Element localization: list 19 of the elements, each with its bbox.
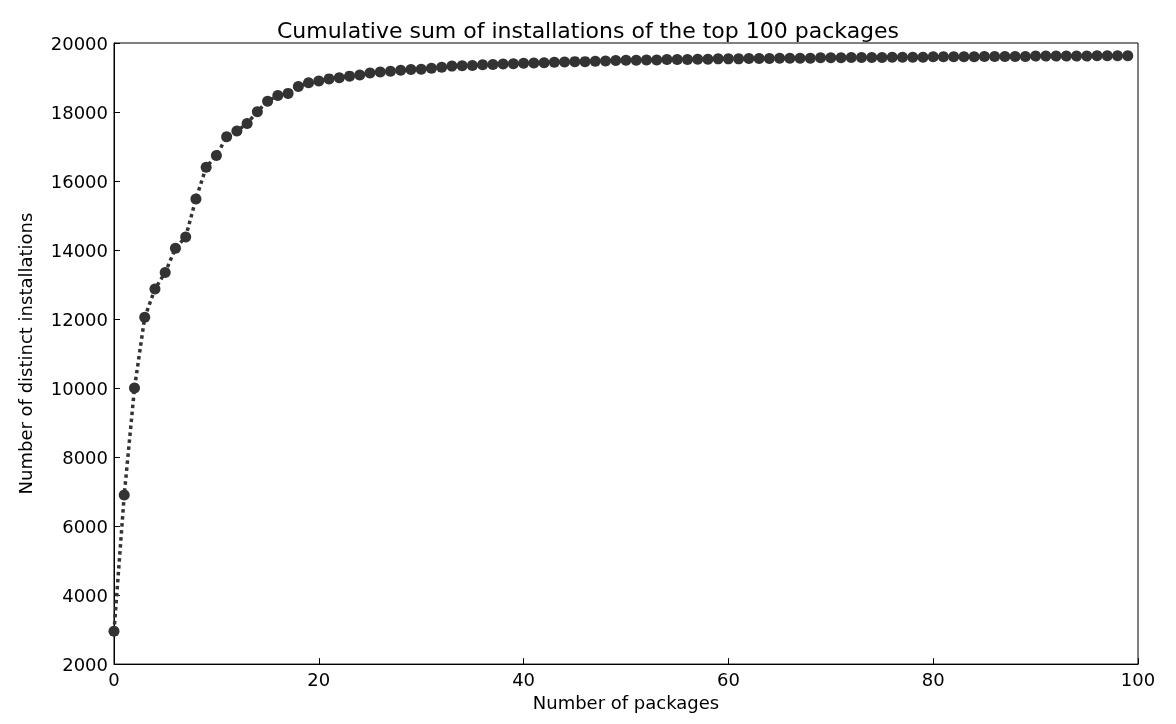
y-tick-label: 12000 (50, 308, 108, 330)
y-tick-label: 20000 (50, 32, 108, 54)
y-tick-label: 10000 (50, 377, 108, 399)
y-tick-label: 16000 (50, 170, 108, 192)
y-axis-title: Number of distinct installations (14, 212, 36, 495)
y-tick-label: 14000 (50, 239, 108, 261)
x-tick-label: 80 (921, 668, 945, 690)
y-tick-label: 6000 (62, 515, 108, 537)
x-axis-title: Number of packages (532, 691, 720, 713)
x-tick-label: 40 (512, 668, 536, 690)
x-tick-label: 20 (307, 668, 331, 690)
y-tick-label: 18000 (50, 101, 108, 123)
x-tick-label: 60 (716, 668, 740, 690)
x-tick-label: 0 (108, 668, 120, 690)
x-tick-label: 100 (1120, 668, 1156, 690)
y-tick-label: 8000 (62, 446, 108, 468)
chart-title: Cumulative sum of installations of the top 100 packages (276, 17, 900, 43)
y-tick-label: 4000 (62, 584, 108, 606)
y-tick-label: 2000 (62, 653, 108, 675)
